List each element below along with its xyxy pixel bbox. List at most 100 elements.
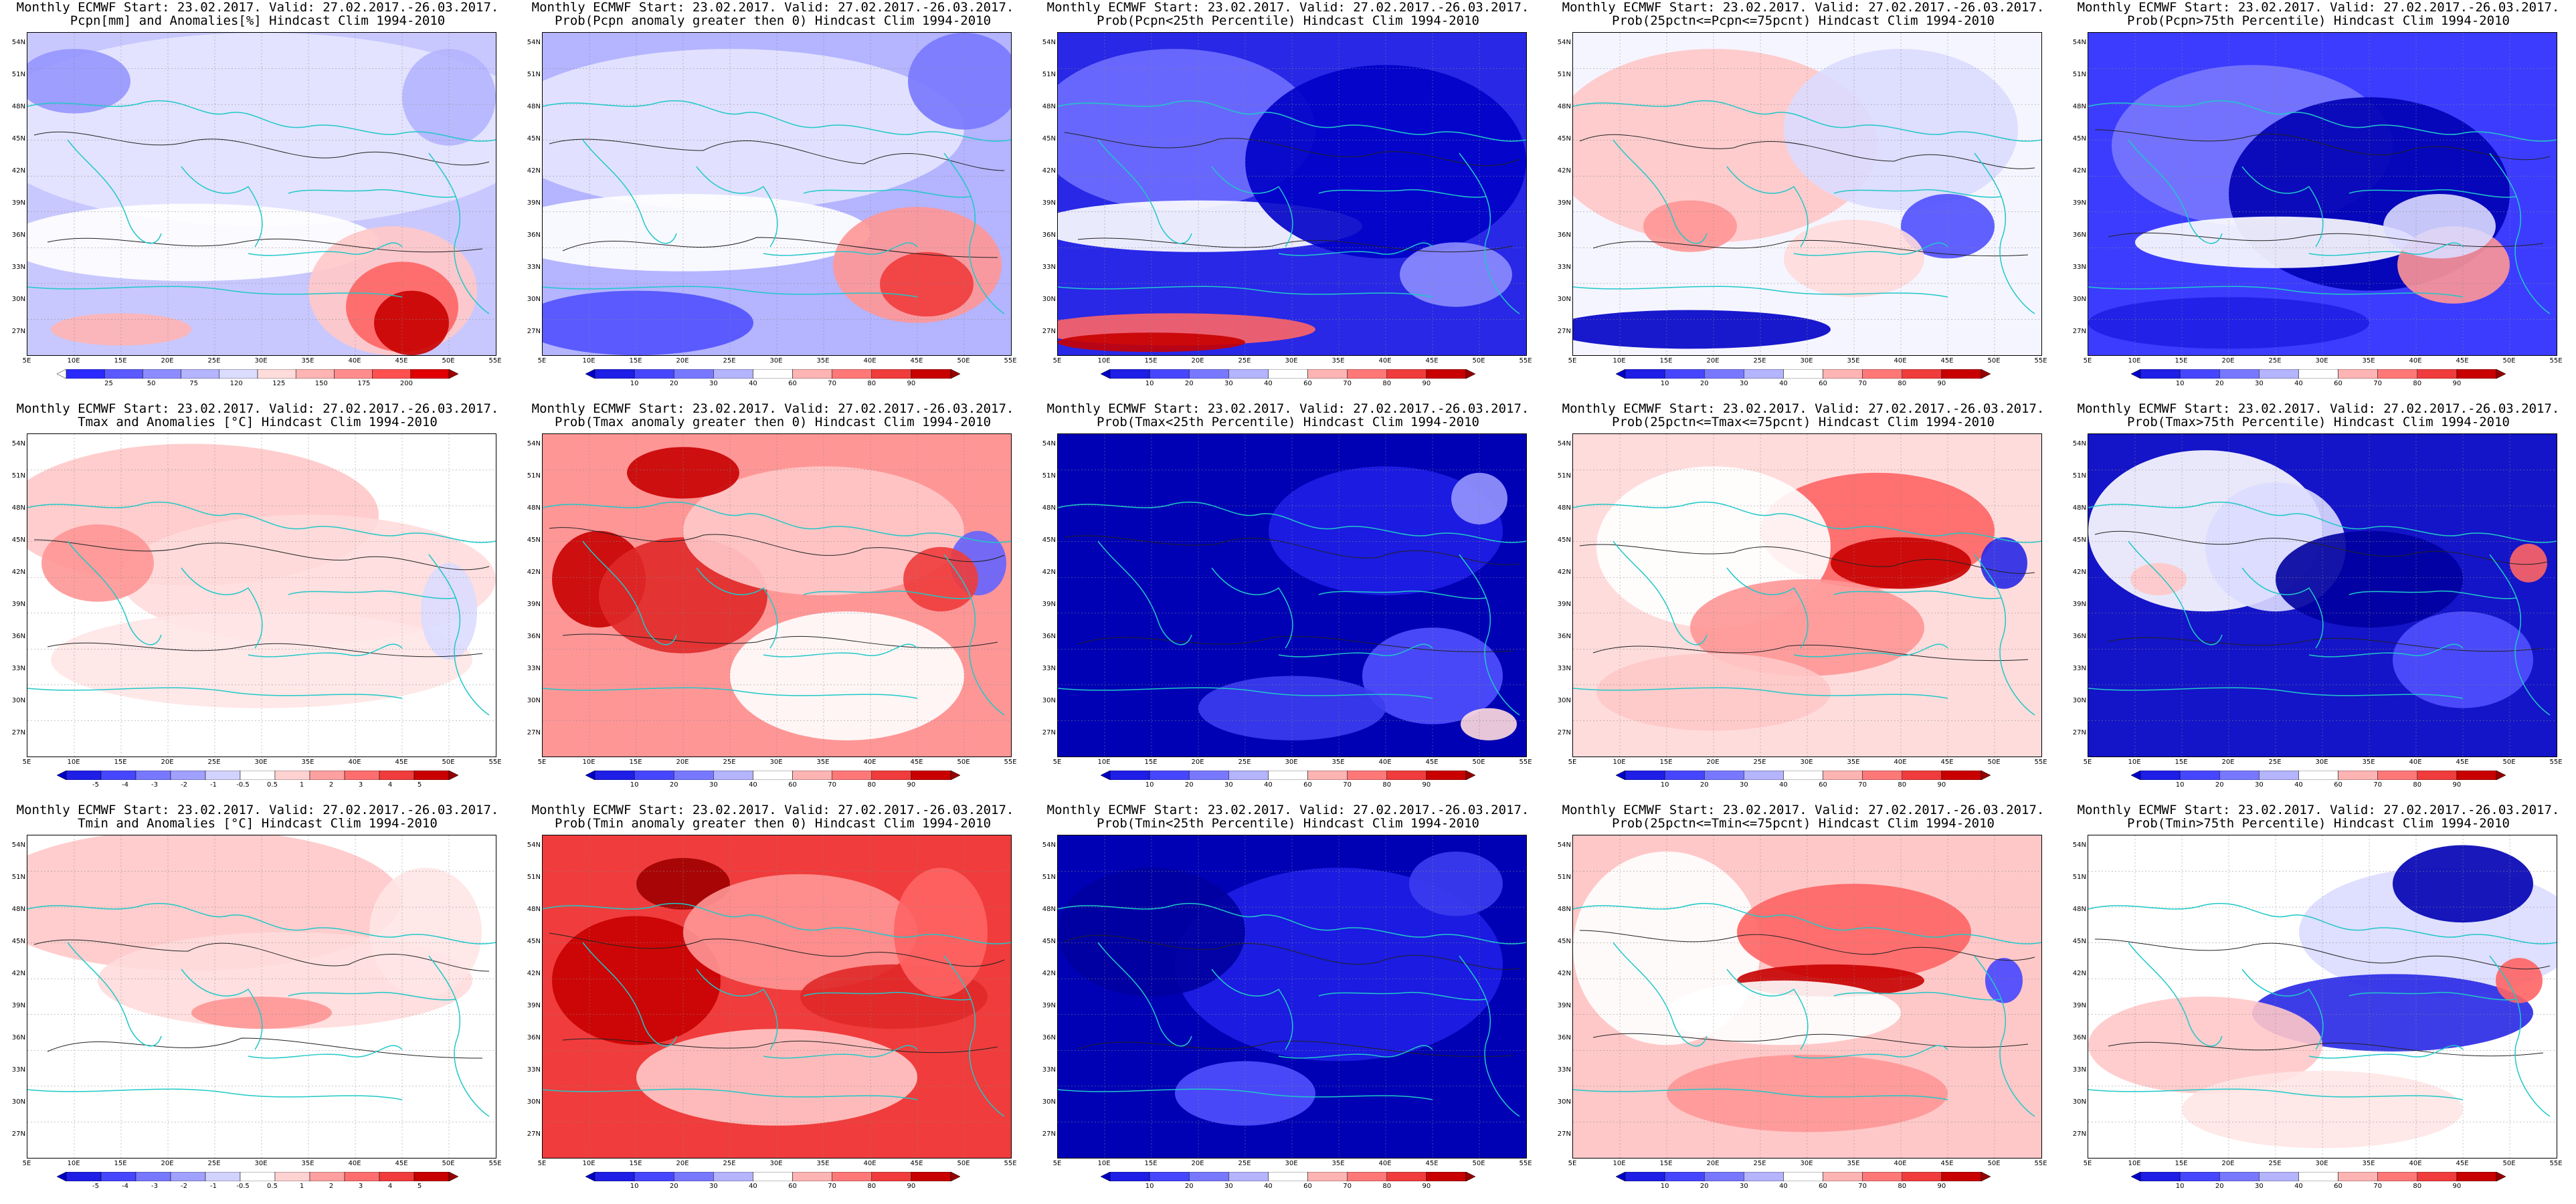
colorbar-swatch — [2131, 1172, 2141, 1181]
latitude-label: 48N — [11, 103, 25, 110]
colorbar-tick-label: 80 — [1382, 781, 1392, 789]
longitude-label: 5E — [1052, 1160, 1062, 1167]
colorbar-tick-label: 70 — [1343, 1183, 1352, 1190]
latitude-label: 30N — [11, 697, 25, 704]
latitude-label: 39N — [1557, 1002, 1571, 1009]
latitude-label: 30N — [527, 697, 541, 704]
colorbar-tick-label: 30 — [709, 781, 718, 789]
latitude-label: 45N — [1042, 135, 1056, 142]
latitude-label: 45N — [1042, 938, 1056, 945]
colorbar-swatch — [1664, 771, 1705, 780]
forecast-map — [2088, 835, 2557, 1158]
colorbar-swatch — [911, 1172, 951, 1181]
colorbar — [2131, 369, 2506, 379]
colorbar-swatch — [448, 1172, 458, 1181]
colorbar-tick-label: 40 — [1264, 1183, 1273, 1190]
map-panel: Monthly ECMWF Start: 23.02.2017. Valid: … — [1030, 0, 1546, 401]
colorbar-swatch — [2298, 771, 2338, 780]
panel-title-line1: Monthly ECMWF Start: 23.02.2017. Valid: … — [16, 0, 499, 15]
colorbar-tick-label: 20 — [1184, 1183, 1194, 1190]
colorbar-swatch — [2131, 369, 2141, 379]
map-plot-area — [1572, 32, 2042, 356]
field-shading — [1400, 242, 1512, 307]
longitude-label: 55E — [2549, 759, 2563, 766]
longitude-label: 35E — [816, 759, 830, 766]
latitude-label: 51N — [1042, 71, 1056, 78]
field-shading — [627, 447, 739, 499]
latitude-label: 30N — [1042, 1098, 1056, 1106]
colorbar-tick-label: 70 — [1858, 380, 1867, 387]
latitude-label: 36N — [2072, 633, 2086, 640]
colorbar-swatch — [1981, 369, 1991, 379]
longitude-label: 25E — [207, 759, 221, 766]
colorbar-tick-label: -0.5 — [236, 781, 250, 789]
forecast-map — [543, 33, 1011, 355]
colorbar-tick-label: 40 — [749, 781, 757, 789]
latitude-label: 30N — [2072, 1098, 2086, 1106]
colorbar-swatch — [1426, 369, 1467, 379]
colorbar-swatch — [1109, 1172, 1150, 1181]
longitude-label: 20E — [161, 357, 174, 365]
longitude-label: 40E — [1894, 1160, 1907, 1167]
colorbar-swatch — [379, 1172, 415, 1181]
latitude-label: 39N — [2072, 601, 2086, 608]
field-shading — [1245, 65, 1526, 259]
forecast-map — [1573, 434, 2041, 757]
latitude-label: 27N — [11, 328, 25, 335]
colorbar-tick-label: 90 — [2452, 781, 2462, 789]
latitude-label: 42N — [11, 569, 25, 576]
panel-title-line1: Monthly ECMWF Start: 23.02.2017. Valid: … — [531, 401, 1014, 416]
colorbar-tick-label: 70 — [1343, 380, 1352, 387]
longitude-label: 45E — [910, 357, 923, 365]
colorbar-tick-label: 80 — [867, 1183, 877, 1190]
map-panel: Monthly ECMWF Start: 23.02.2017. Valid: … — [2061, 401, 2576, 803]
coastline-border — [27, 902, 496, 1117]
coastline-border — [543, 902, 1011, 1117]
panel-title-line1: Monthly ECMWF Start: 23.02.2017. Valid: … — [1046, 0, 1530, 15]
longitude-label: 10E — [67, 357, 80, 365]
panel-title-line1: Monthly ECMWF Start: 23.02.2017. Valid: … — [16, 803, 499, 817]
longitude-label: 45E — [1425, 759, 1439, 766]
latitude-label: 51N — [527, 472, 541, 480]
colorbar-tick-label: -4 — [122, 1183, 128, 1190]
colorbar-tick-label: 10 — [1145, 1183, 1154, 1190]
colorbar-swatch — [240, 1172, 276, 1181]
longitude-label: 5E — [537, 759, 547, 766]
panel-title-line1: Monthly ECMWF Start: 23.02.2017. Valid: … — [16, 401, 499, 416]
longitude-label: 50E — [957, 1160, 970, 1167]
panel-title-line1: Monthly ECMWF Start: 23.02.2017. Valid: … — [2077, 0, 2560, 15]
latitude-label: 42N — [11, 167, 25, 175]
longitude-label: 55E — [488, 759, 502, 766]
colorbar-tick-label: 30 — [2254, 781, 2264, 789]
colorbar-tick-label: 60 — [788, 781, 797, 789]
latitude-label: 30N — [11, 296, 25, 303]
longitude-label: 25E — [2268, 759, 2282, 766]
longitude-label: 35E — [2362, 357, 2375, 365]
longitude-label: 50E — [2502, 357, 2516, 365]
colorbar-swatch — [2338, 771, 2378, 780]
colorbar-tick-label: 10 — [1145, 781, 1154, 789]
colorbar-tick-label: 2 — [329, 781, 334, 789]
field-shading — [27, 33, 496, 227]
colorbar-tick-label: 1 — [299, 781, 304, 789]
field-shading — [908, 33, 1011, 130]
longitude-label: 15E — [114, 357, 127, 365]
longitude-label: 45E — [910, 759, 923, 766]
colorbar-tick-label: 80 — [1382, 1183, 1392, 1190]
longitude-label: 10E — [67, 759, 80, 766]
longitude-label: 25E — [207, 357, 221, 365]
latitude-label: 48N — [1557, 504, 1571, 512]
field-shading — [543, 194, 870, 272]
field-shading — [1784, 219, 1924, 298]
longitude-label: 35E — [2362, 759, 2375, 766]
colorbar-tick-label: 60 — [2334, 1183, 2342, 1190]
colorbar-tick-label: 20 — [2215, 380, 2224, 387]
colorbar-tick-label: 40 — [1779, 380, 1788, 387]
latitude-label: 33N — [1557, 665, 1571, 672]
colorbar-swatch — [1744, 1172, 1784, 1181]
longitude-label: 40E — [348, 1160, 361, 1167]
field-shading — [1461, 708, 1517, 740]
coastline-border — [1573, 100, 2041, 314]
colorbar-tick-label: 80 — [1898, 1183, 1907, 1190]
colorbar-tick-label: 70 — [828, 1183, 837, 1190]
